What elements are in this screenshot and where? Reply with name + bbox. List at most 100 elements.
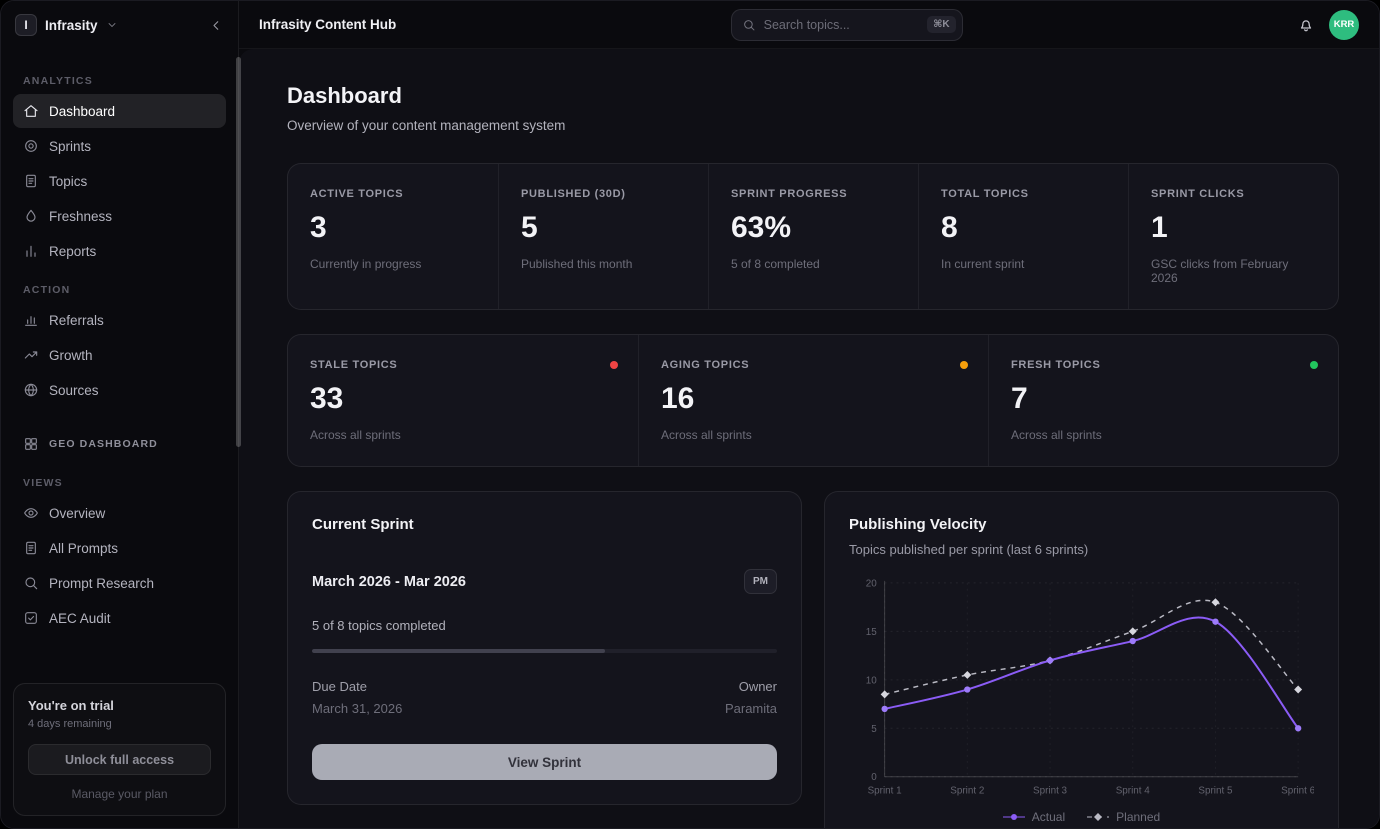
unlock-full-access-button[interactable]: Unlock full access bbox=[28, 744, 211, 775]
velocity-subtitle: Topics published per sprint (last 6 spri… bbox=[849, 542, 1089, 557]
bars-icon bbox=[23, 243, 39, 259]
sidebar-item-prompt-research[interactable]: Prompt Research bbox=[13, 566, 226, 600]
stat-card-published-30d: PUBLISHED (30D) 5 Published this month bbox=[498, 164, 708, 309]
stats-row-primary: ACTIVE TOPICS 3 Currently in progress PUBLI… bbox=[287, 163, 1339, 310]
velocity-chart: 0 5 10 15 20 Sprint 1 Sprint 2 Sprint 3 Sprint 4… bbox=[866, 578, 1314, 797]
workspace-switcher[interactable]: I Infrasity bbox=[1, 1, 239, 49]
sidebar-nav: ANALYTICS Dashboard Sprints Topics Freshness… bbox=[13, 59, 226, 636]
stat-caption: 5 of 8 completed bbox=[731, 257, 820, 271]
notifications-bell-icon[interactable] bbox=[1297, 16, 1315, 34]
current-sprint-title: Current Sprint bbox=[312, 516, 414, 533]
search-icon bbox=[742, 18, 756, 32]
legend-swatch bbox=[1087, 813, 1110, 822]
sidebar: ANALYTICS Dashboard Sprints Topics Freshness… bbox=[1, 49, 239, 828]
sidebar-item-sprints[interactable]: Sprints bbox=[13, 129, 226, 163]
sidebar-item-sources[interactable]: Sources bbox=[13, 373, 226, 407]
sidebar-section-label: VIEWS bbox=[23, 477, 63, 489]
stat-label: ACTIVE TOPICS bbox=[310, 188, 404, 200]
stat-value: 7 bbox=[1011, 382, 1028, 415]
svg-text:Sprint 6: Sprint 6 bbox=[1281, 786, 1314, 797]
search-shortcut-badge: ⌘K bbox=[927, 16, 956, 33]
velocity-chart-container: 0 5 10 15 20 Sprint 1 Sprint 2 Sprint 3 Sprint 4… bbox=[849, 571, 1314, 806]
status-dot bbox=[960, 361, 968, 369]
stat-caption: Across all sprints bbox=[661, 428, 752, 442]
stat-card-sprint-clicks: SPRINT CLICKS 1 GSC clicks from February 2… bbox=[1128, 164, 1338, 309]
sidebar-item-all-prompts[interactable]: All Prompts bbox=[13, 531, 226, 565]
search-input[interactable] bbox=[763, 17, 920, 32]
stat-label: PUBLISHED (30D) bbox=[521, 188, 626, 200]
workspace-name: Infrasity bbox=[45, 17, 98, 33]
sidebar-item-growth[interactable]: Growth bbox=[13, 338, 226, 372]
status-dot bbox=[610, 361, 618, 369]
sidebar-item-reports[interactable]: Reports bbox=[13, 234, 226, 268]
sidebar-item-label: GEO DASHBOARD bbox=[49, 438, 158, 450]
stat-card-fresh-topics: FRESH TOPICS 7 Across all sprints bbox=[988, 335, 1338, 466]
status-dot bbox=[1310, 361, 1318, 369]
sidebar-item-label: Reports bbox=[49, 243, 97, 259]
doc-icon bbox=[23, 173, 39, 189]
stat-label: SPRINT CLICKS bbox=[1151, 188, 1245, 200]
svg-text:Sprint 3: Sprint 3 bbox=[1033, 786, 1068, 797]
svg-text:20: 20 bbox=[866, 578, 877, 589]
doc-icon bbox=[23, 540, 39, 556]
sidebar-item-referrals[interactable]: Referrals bbox=[13, 303, 226, 337]
manage-plan-link[interactable]: Manage your plan bbox=[71, 787, 168, 801]
app-title: Infrasity Content Hub bbox=[259, 17, 397, 32]
stat-card-stale-topics: STALE TOPICS 33 Across all sprints bbox=[288, 335, 638, 466]
sidebar-item-label: All Prompts bbox=[49, 540, 119, 556]
page-title: Dashboard bbox=[287, 83, 402, 108]
stat-card-sprint-progress: SPRINT PROGRESS 63% 5 of 8 completed bbox=[708, 164, 918, 309]
home-icon bbox=[23, 103, 39, 119]
view-sprint-button[interactable]: View Sprint bbox=[312, 744, 777, 780]
stat-caption: Across all sprints bbox=[310, 428, 401, 442]
sidebar-section-label: ACTION bbox=[23, 284, 71, 296]
stat-label: AGING TOPICS bbox=[661, 359, 750, 371]
svg-text:Sprint 4: Sprint 4 bbox=[1116, 786, 1151, 797]
sidebar-section-label: ANALYTICS bbox=[23, 75, 93, 87]
sidebar-item-label: Growth bbox=[49, 347, 93, 363]
sidebar-collapse-button[interactable] bbox=[209, 18, 224, 33]
svg-text:Sprint 1: Sprint 1 bbox=[868, 786, 903, 797]
chevron-down-icon bbox=[106, 19, 118, 31]
workspace-logo: I bbox=[15, 14, 37, 36]
search-icon bbox=[23, 575, 39, 591]
current-sprint-card: Current Sprint March 2026 - Mar 2026 PM … bbox=[287, 491, 802, 805]
stat-caption: Published this month bbox=[521, 257, 633, 271]
velocity-title: Publishing Velocity bbox=[849, 516, 987, 533]
drop-icon bbox=[23, 208, 39, 224]
chart-icon bbox=[23, 312, 39, 328]
sidebar-item-overview[interactable]: Overview bbox=[13, 496, 226, 530]
trend-icon bbox=[23, 347, 39, 363]
sidebar-item-label: Topics bbox=[49, 173, 88, 189]
sidebar-item-label: Sources bbox=[49, 382, 99, 398]
stat-caption: GSC clicks from February 2026 bbox=[1151, 257, 1289, 285]
svg-text:5: 5 bbox=[871, 724, 877, 735]
sidebar-item-aec-audit[interactable]: AEC Audit bbox=[13, 601, 226, 635]
sidebar-item-geo-dashboard[interactable]: GEO DASHBOARD bbox=[13, 427, 226, 461]
sprint-progress-text: 5 of 8 topics completed bbox=[312, 618, 446, 633]
sidebar-item-label: Dashboard bbox=[49, 103, 116, 119]
stat-value: 1 bbox=[1151, 211, 1168, 244]
search-box[interactable]: ⌘K bbox=[730, 8, 963, 41]
owner-value: Paramita bbox=[724, 701, 777, 716]
sidebar-item-label: Referrals bbox=[49, 312, 104, 328]
sidebar-item-topics[interactable]: Topics bbox=[13, 164, 226, 198]
stats-row-freshness: STALE TOPICS 33 Across all sprints AGING TO… bbox=[287, 334, 1339, 467]
legend-planned: Planned bbox=[1087, 810, 1160, 824]
scrollbar-thumb[interactable] bbox=[236, 57, 241, 447]
svg-text:Sprint 5: Sprint 5 bbox=[1198, 786, 1233, 797]
trial-days-remaining: 4 days remaining bbox=[28, 718, 112, 730]
sprint-progress-fill bbox=[312, 649, 605, 653]
sidebar-item-label: Sprints bbox=[49, 138, 92, 154]
stat-value: 8 bbox=[941, 211, 958, 244]
stat-label: STALE TOPICS bbox=[310, 359, 398, 371]
check-icon bbox=[23, 610, 39, 626]
user-avatar[interactable]: KRR bbox=[1329, 9, 1359, 40]
sidebar-item-label: Freshness bbox=[49, 208, 113, 224]
sidebar-item-freshness[interactable]: Freshness bbox=[13, 199, 226, 233]
svg-text:10: 10 bbox=[866, 675, 877, 686]
owner-block: Owner Paramita bbox=[725, 679, 777, 716]
sidebar-item-dashboard[interactable]: Dashboard bbox=[13, 94, 226, 128]
trial-title: You're on trial bbox=[28, 698, 114, 713]
